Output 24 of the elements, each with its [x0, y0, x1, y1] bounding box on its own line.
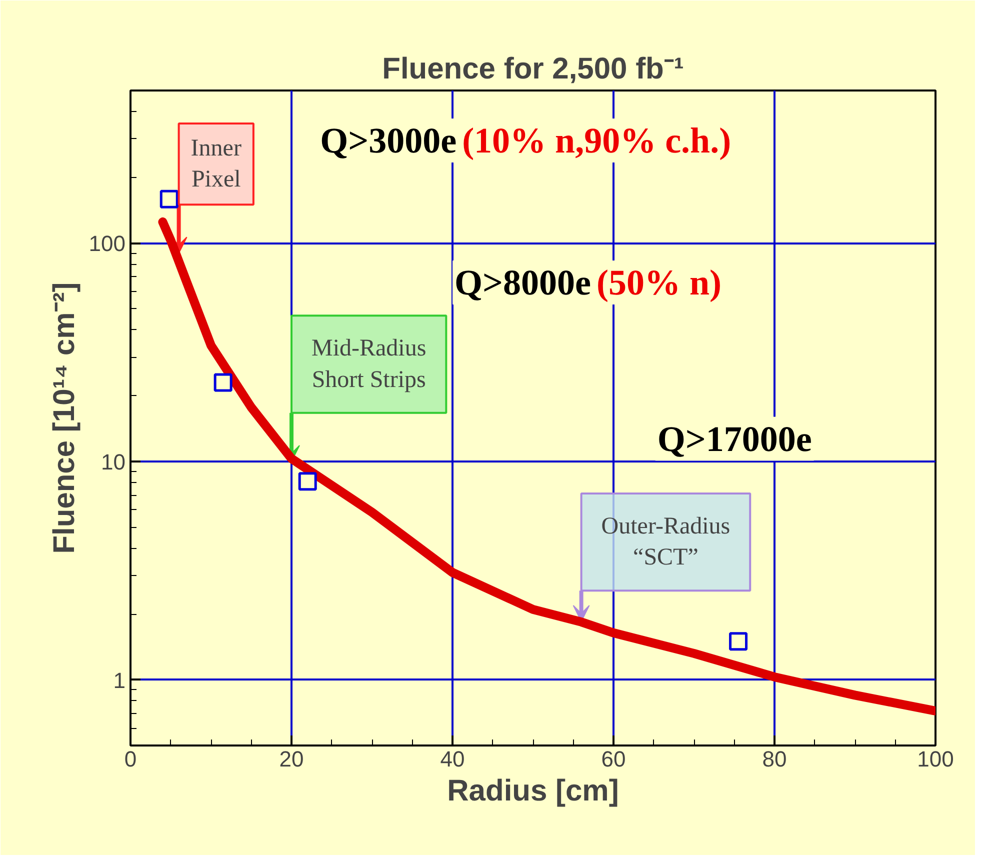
y-tick-label: 1 [113, 668, 126, 693]
point [729, 632, 748, 651]
annotation: Q>3000e [320, 120, 457, 161]
x-tick-label: 60 [601, 746, 626, 772]
y-axis-title: Fluence [10¹⁴ cm⁻²] [48, 282, 81, 554]
point [160, 190, 178, 208]
annotation: (10% n,90% c.h.) [462, 120, 732, 161]
x-tick-label: 0 [124, 746, 137, 772]
annotation: Q>8000e [454, 262, 592, 303]
y-tick-label: 100 [88, 231, 126, 256]
annotation: Q>17000e [657, 418, 812, 459]
annotation: Mid-Radius Short Strips [312, 336, 426, 393]
chart-title: Fluence for 2,500 fb⁻¹ [382, 52, 684, 86]
annotation: (50% n) [596, 262, 722, 303]
point [214, 373, 232, 392]
y-tick-label: 10 [101, 449, 126, 474]
x-axis-title: Radius [cm] [447, 774, 619, 808]
x-tick-label: 20 [279, 746, 304, 772]
point [298, 472, 317, 491]
x-tick-label: 80 [762, 746, 787, 772]
x-tick-label: 40 [440, 746, 465, 772]
x-tick-label: 100 [917, 746, 954, 772]
annotation: Outer-Radius “SCT” [601, 513, 730, 571]
annotation: Inner Pixel [190, 135, 242, 193]
